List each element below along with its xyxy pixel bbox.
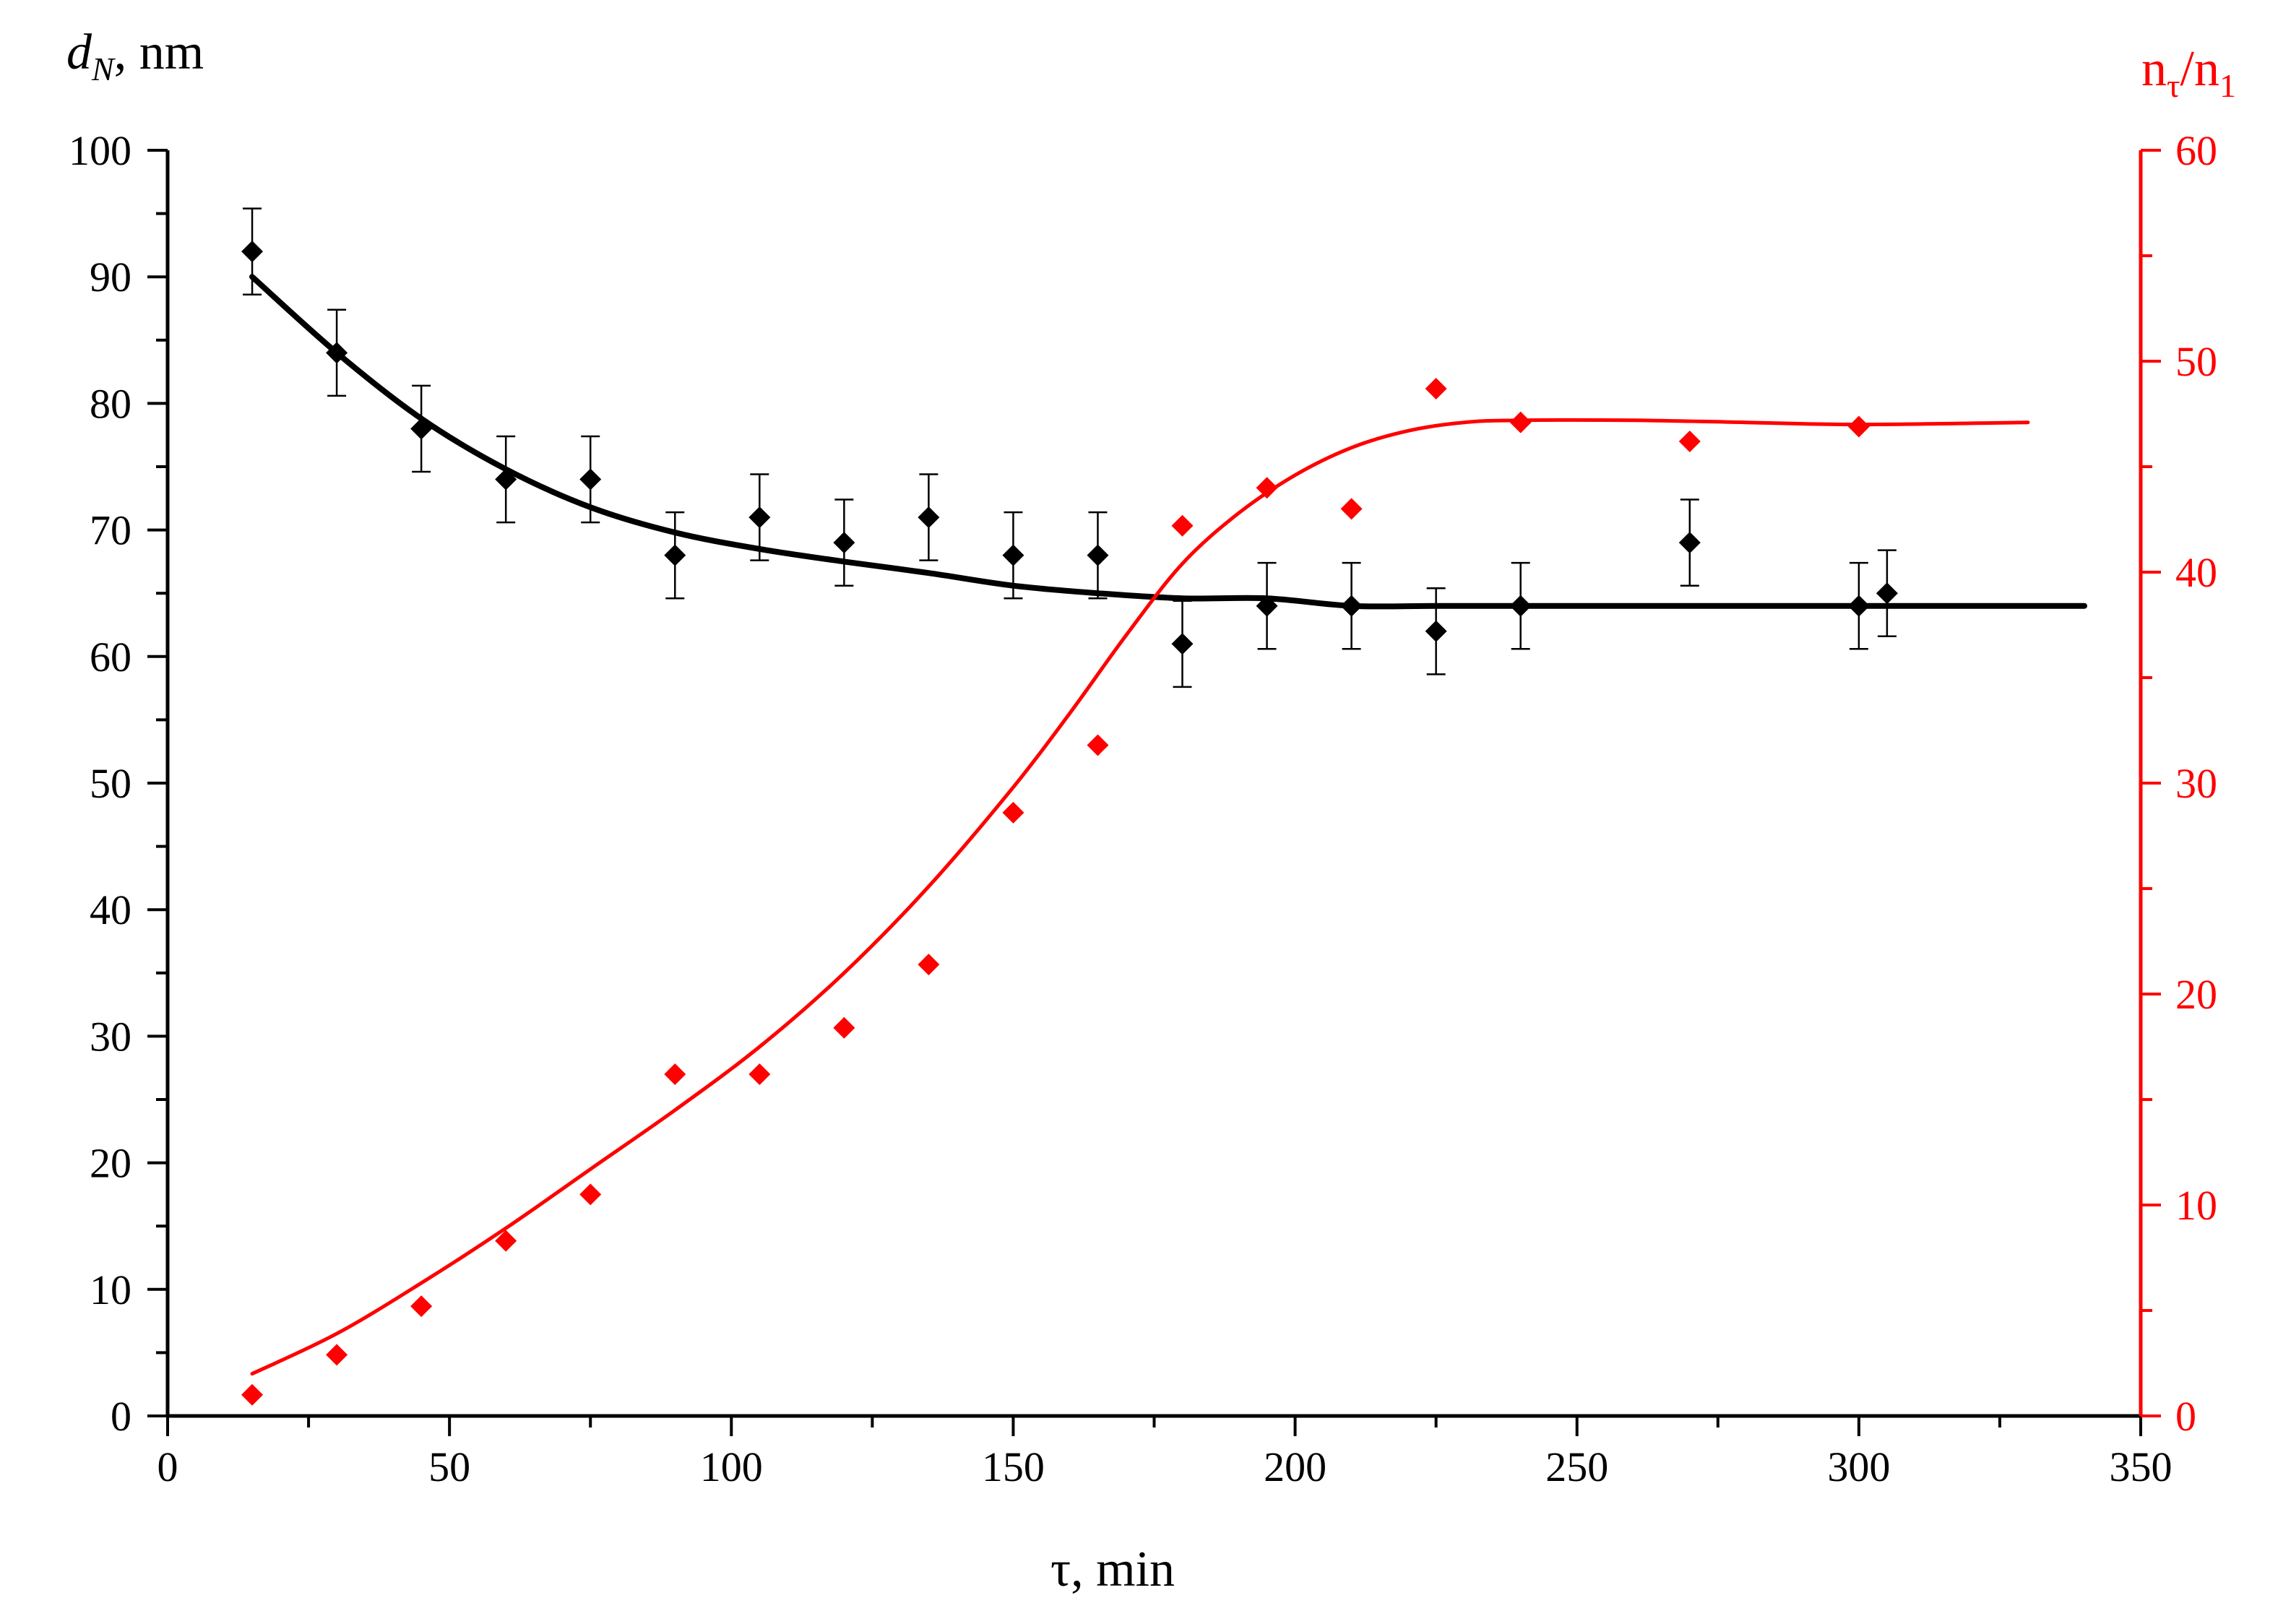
right-y-axis-title-b: n bbox=[2194, 41, 2219, 97]
red-data-point bbox=[1425, 377, 1447, 399]
black-data-point bbox=[1002, 544, 1024, 566]
left-y-tick-label: 100 bbox=[69, 127, 131, 174]
plot-markers bbox=[241, 207, 1898, 1406]
left-y-ticks: 0 10 20 30 40 50 60 70 80 90 100 bbox=[69, 127, 168, 1440]
red-data-point bbox=[1678, 430, 1701, 452]
black-data-point bbox=[1509, 595, 1532, 617]
red-data-point bbox=[1340, 498, 1363, 520]
black-data-point bbox=[1847, 595, 1870, 617]
right-y-ticks: 0 10 20 30 40 50 60 bbox=[2141, 127, 2217, 1440]
x-tick-label: 250 bbox=[1545, 1443, 1608, 1490]
black-data-point bbox=[1425, 620, 1447, 642]
right-y-tick-label: 60 bbox=[2175, 127, 2217, 174]
x-tick-label: 350 bbox=[2110, 1443, 2173, 1490]
black-data-point bbox=[1171, 633, 1194, 655]
x-tick-label: 50 bbox=[428, 1443, 470, 1490]
right-y-tick-label: 20 bbox=[2175, 971, 2217, 1018]
red-data-point bbox=[326, 1344, 348, 1366]
red-data-point bbox=[1087, 734, 1109, 756]
black-data-point bbox=[1340, 595, 1363, 617]
black-data-point bbox=[1678, 532, 1701, 554]
right-y-tick-label: 0 bbox=[2175, 1393, 2196, 1440]
red-data-point bbox=[1171, 514, 1194, 537]
right-y-axis-title-slash: / bbox=[2180, 41, 2195, 97]
x-ticks: 0 50 100 150 200 250 300 350 bbox=[158, 1416, 2173, 1490]
left-y-tick-label: 30 bbox=[90, 1013, 131, 1060]
left-y-axis-title: dN, nm bbox=[66, 25, 204, 87]
x-tick-label: 100 bbox=[700, 1443, 763, 1490]
black-data-point bbox=[241, 241, 264, 263]
right-y-tick-label: 40 bbox=[2175, 549, 2217, 596]
black-data-point bbox=[410, 418, 433, 440]
black-data-point bbox=[918, 506, 940, 529]
black-data-point bbox=[1876, 582, 1898, 605]
x-tick-label: 300 bbox=[1827, 1443, 1890, 1490]
x-tick-label: 0 bbox=[158, 1443, 178, 1490]
red-data-point bbox=[1002, 801, 1024, 824]
left-y-tick-label: 60 bbox=[90, 634, 131, 681]
left-y-tick-label: 0 bbox=[111, 1393, 131, 1440]
left-y-tick-label: 10 bbox=[90, 1266, 131, 1313]
black-data-point bbox=[1087, 544, 1109, 566]
left-y-tick-label: 40 bbox=[90, 886, 131, 933]
black-data-point bbox=[579, 468, 602, 491]
left-y-axis-title-base: d bbox=[66, 25, 92, 80]
left-y-tick-label: 50 bbox=[90, 760, 131, 807]
red-data-point bbox=[410, 1295, 433, 1318]
red-data-point bbox=[579, 1183, 602, 1206]
right-y-axis-title: nτ/n1 bbox=[2141, 41, 2236, 104]
left-y-axis-title-sub: N bbox=[91, 51, 116, 87]
red-fit-line bbox=[250, 418, 2030, 1376]
right-y-tick-label: 30 bbox=[2175, 760, 2217, 807]
x-axis-title: τ, min bbox=[1050, 1542, 1175, 1597]
red-data-point bbox=[495, 1230, 517, 1252]
black-data-point bbox=[326, 342, 348, 364]
right-y-axis-title-a: n bbox=[2141, 41, 2167, 97]
x-tick-label: 200 bbox=[1264, 1443, 1326, 1490]
left-y-tick-label: 90 bbox=[90, 254, 131, 301]
red-data-point bbox=[1509, 411, 1532, 433]
left-y-axis-title-suffix: , nm bbox=[114, 25, 204, 80]
red-data-point bbox=[748, 1063, 771, 1085]
red-data-point bbox=[918, 954, 940, 976]
x-tick-label: 150 bbox=[982, 1443, 1045, 1490]
black-data-point bbox=[1256, 595, 1278, 617]
red-data-point bbox=[833, 1016, 855, 1039]
red-data-point bbox=[664, 1063, 686, 1085]
right-y-axis-title-a-sub: τ bbox=[2167, 67, 2180, 104]
black-data-point bbox=[495, 468, 517, 491]
left-y-tick-label: 20 bbox=[90, 1140, 131, 1187]
left-y-tick-label: 70 bbox=[90, 507, 131, 554]
red-data-point bbox=[241, 1383, 264, 1406]
black-data-point bbox=[664, 544, 686, 566]
black-data-point bbox=[748, 506, 771, 529]
black-data-point bbox=[833, 532, 855, 554]
red-data-point bbox=[1256, 477, 1278, 499]
right-y-tick-label: 50 bbox=[2175, 338, 2217, 385]
red-data-point bbox=[1847, 415, 1870, 438]
right-y-tick-label: 10 bbox=[2175, 1182, 2217, 1229]
left-y-tick-label: 80 bbox=[90, 380, 131, 427]
right-y-axis-title-b-sub: 1 bbox=[2219, 67, 2236, 104]
